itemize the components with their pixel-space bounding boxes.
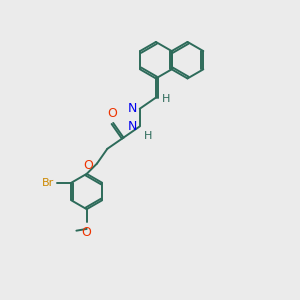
Text: O: O [84,158,94,172]
Text: O: O [81,226,91,239]
Text: O: O [107,107,117,120]
Text: H: H [162,94,171,104]
Text: Br: Br [42,178,54,188]
Text: N: N [128,120,137,133]
Text: H: H [144,131,152,141]
Text: N: N [128,102,137,115]
